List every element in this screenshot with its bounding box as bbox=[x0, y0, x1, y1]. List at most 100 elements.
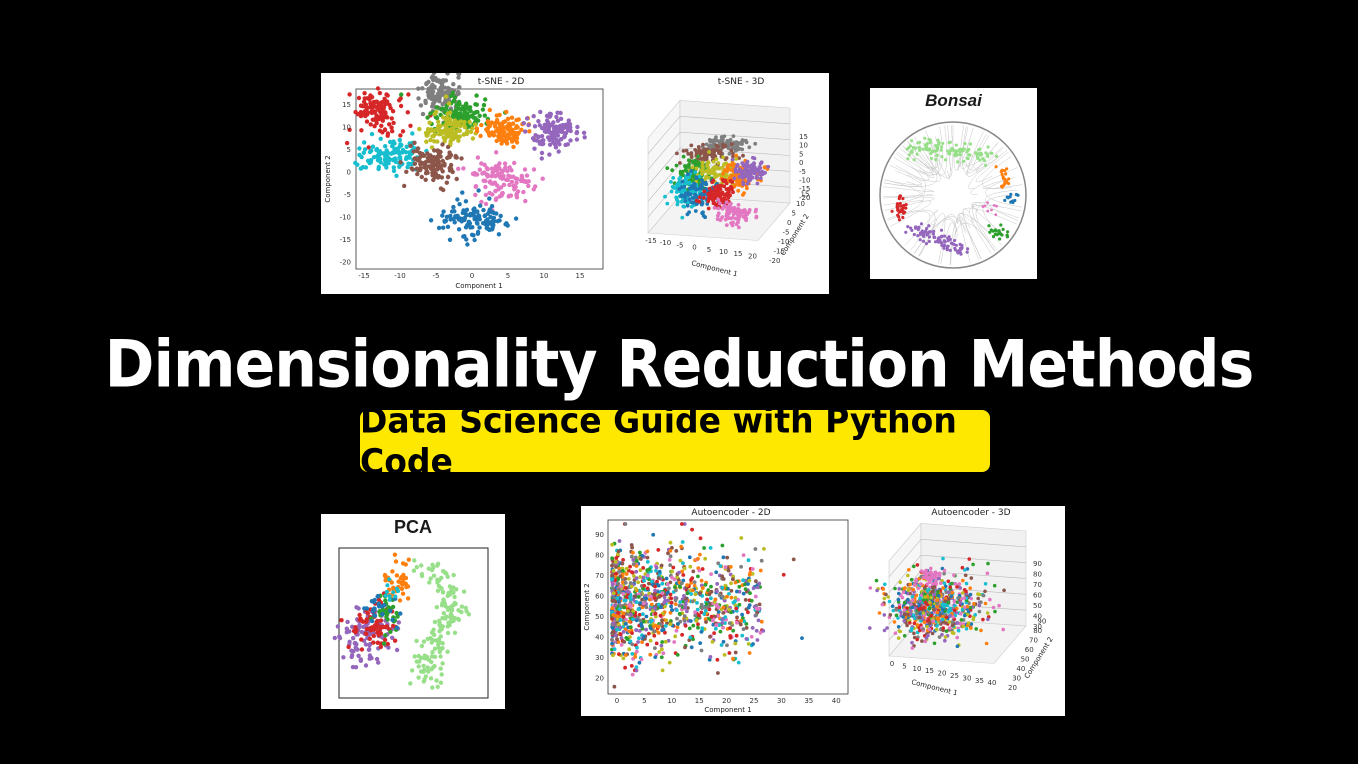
autoencoder-2d-point bbox=[617, 539, 622, 543]
tsne-2d-point bbox=[485, 174, 490, 179]
bonsai-point bbox=[986, 209, 990, 213]
autoencoder-3d-point bbox=[946, 610, 951, 614]
pca-point bbox=[387, 594, 392, 599]
autoencoder-2d-point bbox=[616, 549, 621, 554]
bonsai-point bbox=[922, 234, 926, 238]
tsne-3d-point bbox=[701, 142, 705, 147]
tsne-3d-point bbox=[671, 176, 676, 180]
autoencoder-2d-point bbox=[720, 617, 725, 621]
tsne-3d-point bbox=[730, 180, 735, 184]
bonsai-point bbox=[936, 138, 940, 142]
pca-point bbox=[451, 572, 456, 578]
autoencoder-2d-point bbox=[690, 527, 694, 532]
autoencoder-2d-point bbox=[726, 568, 731, 573]
bonsai-branch bbox=[900, 148, 929, 182]
autoencoder-2d-point bbox=[623, 598, 628, 603]
pca-point bbox=[437, 629, 442, 634]
tsne-3d-point bbox=[748, 178, 752, 183]
pca-point bbox=[425, 665, 430, 670]
autoencoder-3d-point bbox=[947, 620, 952, 624]
bonsai-branch bbox=[985, 177, 1022, 208]
pca-point bbox=[351, 649, 356, 654]
tsne-2d-point bbox=[469, 113, 475, 118]
autoencoder-3d-point bbox=[964, 581, 969, 586]
pca-point bbox=[367, 643, 372, 648]
autoencoder-2d-ytick: 20 bbox=[595, 675, 604, 683]
tsne-2d-point bbox=[482, 162, 487, 167]
autoencoder-2d-point bbox=[720, 621, 725, 625]
autoencoder-2d-point bbox=[628, 639, 633, 644]
bonsai-point bbox=[978, 158, 982, 162]
tsne-2d-point bbox=[384, 165, 389, 170]
autoencoder-2d-point bbox=[652, 592, 656, 597]
autoencoder-2d-point bbox=[689, 645, 694, 650]
autoencoder-2d-point bbox=[689, 592, 693, 596]
bonsai-point bbox=[981, 157, 985, 161]
autoencoder-3d-point bbox=[913, 616, 917, 620]
autoencoder-2d-point bbox=[616, 587, 621, 591]
autoencoder-2d-point bbox=[731, 600, 736, 605]
pca-point bbox=[356, 653, 361, 658]
tsne-2d-point bbox=[445, 73, 450, 76]
autoencoder-3d-point bbox=[940, 608, 945, 612]
autoencoder-2d-point bbox=[733, 595, 738, 600]
tsne-2d-point bbox=[509, 131, 515, 136]
pca-point bbox=[374, 620, 380, 625]
tsne-3d-ytick: 5 bbox=[792, 210, 796, 218]
tsne-2d-point bbox=[402, 183, 407, 189]
bonsai-point bbox=[1013, 198, 1017, 203]
tsne-2d-point bbox=[505, 168, 510, 174]
tsne-2d-point bbox=[472, 122, 478, 127]
autoencoder-2d-point bbox=[741, 553, 746, 557]
autoencoder-2d-point bbox=[737, 602, 742, 607]
autoencoder-2d-point bbox=[645, 549, 650, 554]
tsne-2d-point bbox=[442, 218, 447, 224]
autoencoder-3d-point bbox=[937, 573, 942, 578]
autoencoder-2d-xtick: 30 bbox=[777, 697, 786, 705]
bonsai-point bbox=[898, 201, 902, 206]
autoencoder-2d-point bbox=[679, 544, 684, 549]
autoencoder-2d-point bbox=[610, 577, 614, 582]
tsne-2d-point bbox=[430, 134, 435, 139]
autoencoder-3d-point bbox=[920, 616, 925, 621]
tsne-2d-points bbox=[344, 73, 587, 247]
bonsai-point bbox=[925, 143, 929, 147]
bonsai-point bbox=[921, 239, 926, 243]
autoencoder-3d-point bbox=[952, 608, 957, 613]
autoencoder-3d-point bbox=[896, 616, 900, 620]
tsne-2d-point bbox=[551, 130, 556, 135]
tsne-2d-point bbox=[457, 102, 462, 107]
tsne-3d-point bbox=[707, 191, 712, 196]
tsne-2d-point bbox=[428, 137, 433, 143]
autoencoder-3d-point bbox=[897, 587, 902, 591]
autoencoder-3d-point bbox=[937, 576, 941, 581]
autoencoder-3d-point bbox=[933, 581, 937, 586]
autoencoder-2d-point bbox=[762, 547, 766, 551]
autoencoder-2d-point bbox=[614, 565, 618, 569]
autoencoder-3d-point bbox=[926, 633, 930, 638]
autoencoder-2d-point bbox=[739, 564, 743, 569]
autoencoder-2d-point bbox=[703, 582, 708, 587]
tsne-2d-ylabel: Component 2 bbox=[324, 155, 332, 202]
tsne-2d-point bbox=[501, 120, 506, 125]
autoencoder-3d-ytick: 90 bbox=[1037, 618, 1046, 626]
tsne-2d-point bbox=[442, 163, 447, 168]
tsne-3d-point bbox=[742, 215, 747, 220]
tsne-2d-xtick: 0 bbox=[470, 272, 474, 280]
tsne-2d-point bbox=[467, 213, 473, 218]
tsne-2d-point bbox=[491, 215, 497, 220]
bonsai-point bbox=[912, 158, 916, 162]
autoencoder-2d-point bbox=[682, 618, 687, 623]
autoencoder-3d-point bbox=[927, 587, 931, 592]
bonsai-point bbox=[988, 230, 992, 234]
tsne-3d-point bbox=[754, 214, 759, 219]
autoencoder-2d-point bbox=[681, 573, 686, 577]
autoencoder-2d-point bbox=[691, 569, 696, 574]
autoencoder-2d-point bbox=[698, 536, 703, 541]
autoencoder-2d-point bbox=[678, 584, 682, 589]
bonsai-point bbox=[994, 165, 998, 169]
autoencoder-2d-point bbox=[610, 563, 614, 568]
tsne-3d-xlabel: Component 1 bbox=[691, 259, 739, 278]
pca-point bbox=[438, 654, 443, 659]
tsne-2d-point bbox=[474, 126, 479, 131]
